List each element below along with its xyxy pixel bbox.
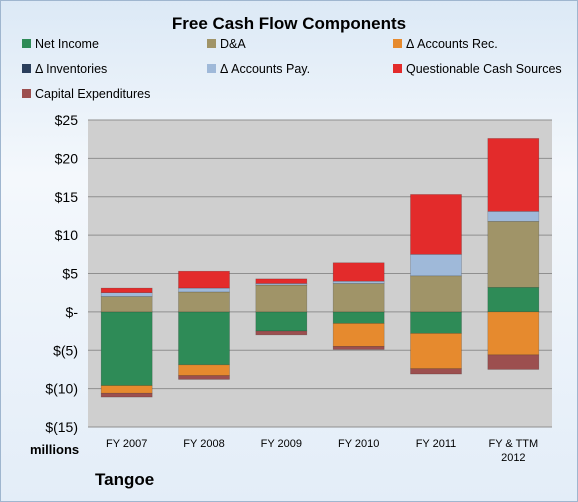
y-tick-label: $10	[55, 227, 79, 243]
bar-segment	[410, 194, 462, 255]
legend-label: Capital Expenditures	[35, 87, 151, 101]
legend-swatch	[207, 39, 216, 48]
bar-segment	[332, 311, 385, 324]
bar-segment	[178, 291, 230, 313]
legend-item: Net Income	[22, 37, 99, 51]
bar-segment	[178, 287, 230, 293]
bar-segment	[487, 311, 540, 356]
legend-item: Questionable Cash Sources	[393, 62, 562, 76]
y-tick-label: $5	[62, 266, 78, 282]
company-name: Tangoe	[95, 470, 155, 489]
legend-item: Δ Accounts Pay.	[207, 62, 310, 76]
bar-segment	[332, 262, 385, 282]
legend-label: Questionable Cash Sources	[406, 62, 562, 76]
x-tick-label: FY 2010	[338, 438, 379, 450]
x-tick-label: FY 2011	[416, 438, 457, 450]
y-tick-label: $(10)	[45, 381, 78, 397]
legend-swatch	[393, 39, 402, 48]
y-tick-label: $25	[55, 112, 79, 128]
legend-swatch	[393, 64, 402, 73]
bar-segment	[332, 280, 385, 284]
y-tick-label: $20	[55, 150, 79, 166]
y-tick-label: $(15)	[45, 419, 78, 435]
bar-segment	[410, 368, 462, 375]
bar-segment	[100, 385, 153, 394]
y-tick-label: $-	[66, 304, 79, 320]
legend-swatch	[22, 39, 31, 48]
bar-segment	[410, 311, 462, 334]
legend-label: Δ Inventories	[35, 62, 108, 76]
bar-segment	[487, 287, 540, 313]
unit-label: millions	[30, 442, 80, 457]
legend-label: D&A	[220, 37, 246, 51]
bar-segment	[332, 323, 385, 347]
bar-segment	[487, 138, 540, 212]
y-tick-label: $15	[55, 189, 79, 205]
bar-segment	[255, 278, 308, 284]
bar-segment	[100, 287, 153, 293]
legend-item: Capital Expenditures	[22, 87, 150, 101]
bar-segment	[410, 275, 462, 313]
bar-segment	[178, 375, 230, 380]
legend-label: Net Income	[35, 37, 99, 51]
legend-swatch	[22, 64, 31, 73]
x-tick-label: FY 2008	[183, 438, 224, 450]
bar-segment	[487, 221, 540, 288]
x-tick-label: 2012	[501, 452, 525, 464]
bar-segment	[100, 296, 153, 313]
bar-segment	[255, 311, 308, 332]
bar-segment	[255, 284, 308, 313]
bar-segment	[178, 364, 230, 376]
legend-swatch	[22, 89, 31, 98]
legend-item: Δ Accounts Rec.	[393, 37, 498, 51]
x-tick-label: FY 2007	[106, 438, 147, 450]
legend-label: Δ Accounts Rec.	[406, 37, 498, 51]
chart-title: Free Cash Flow Components	[171, 14, 407, 33]
bar-segment	[100, 311, 153, 386]
bar-segment	[100, 292, 153, 297]
x-tick-label: FY & TTM	[488, 438, 538, 450]
y-tick-label: $(5)	[53, 342, 78, 358]
bar-segment	[487, 354, 540, 370]
bar-segment	[100, 392, 153, 398]
legend-item: Δ Inventories	[22, 62, 107, 76]
bar-segment	[178, 311, 230, 366]
x-tick-label: FY 2009	[261, 438, 302, 450]
bar-segment	[332, 283, 385, 313]
bar-segment	[178, 270, 230, 289]
bar-segment	[410, 333, 462, 369]
legend-item: D&A	[207, 37, 246, 51]
bar-segment	[332, 346, 385, 350]
bar-segment	[410, 254, 462, 277]
legend-swatch	[207, 64, 216, 73]
bar-segment	[487, 211, 540, 222]
bar-segment	[255, 330, 308, 336]
legend-label: Δ Accounts Pay.	[220, 62, 311, 76]
